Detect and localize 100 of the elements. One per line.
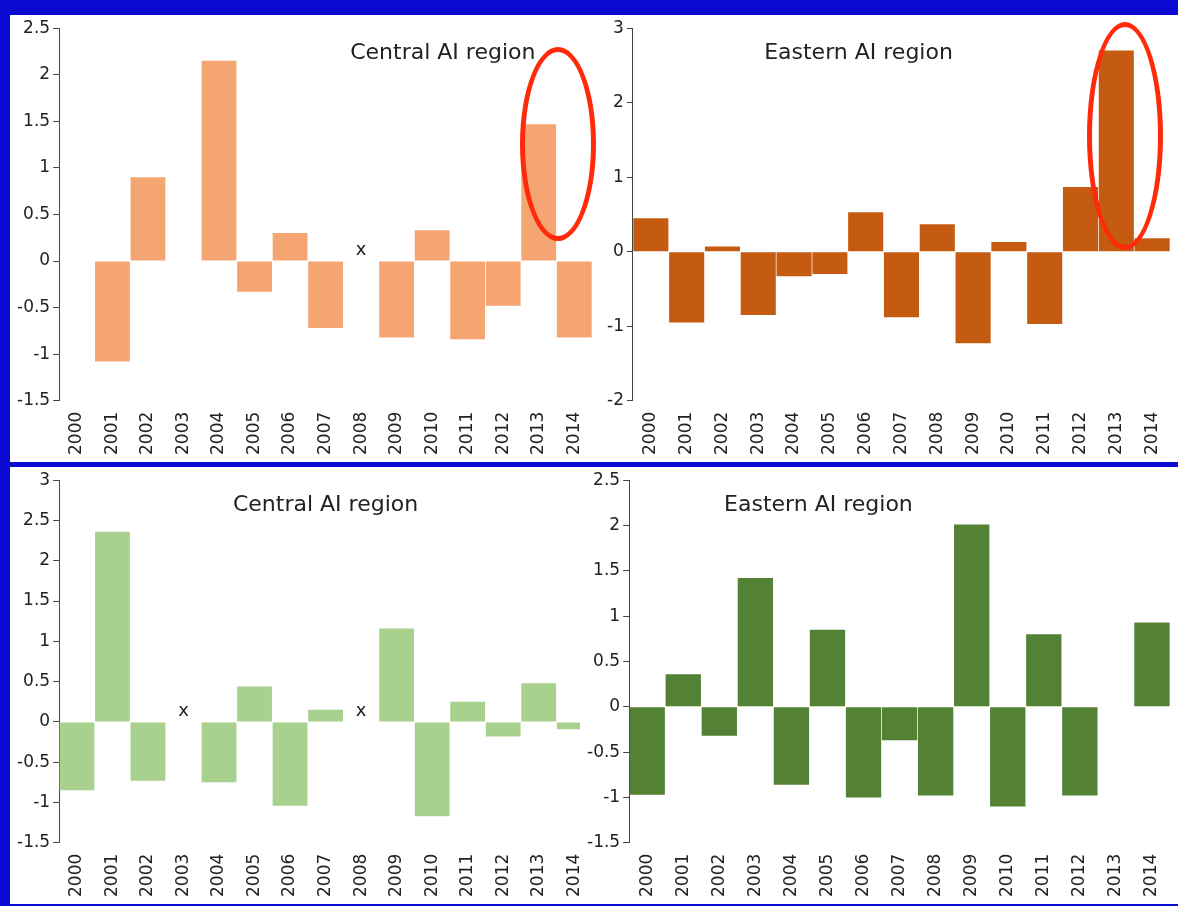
y-tick-label: -1 xyxy=(607,314,624,335)
bar xyxy=(883,252,920,318)
x-tick-label: 2011 xyxy=(1032,853,1053,897)
bar xyxy=(521,683,557,722)
bar xyxy=(485,722,521,737)
x-tick-label: 2009 xyxy=(961,411,982,455)
bar xyxy=(379,261,415,338)
bar xyxy=(954,524,990,707)
x-tick-label: 2013 xyxy=(527,853,548,897)
y-tick-label: 1 xyxy=(613,165,624,186)
bar xyxy=(773,707,810,785)
y-tick-label: 2.5 xyxy=(593,468,621,489)
x-tick-label: 2013 xyxy=(527,411,548,455)
y-tick-label: 0.5 xyxy=(593,649,621,670)
bar xyxy=(414,230,450,261)
bar xyxy=(701,707,737,736)
x-tick-label: 2006 xyxy=(278,853,299,897)
bar xyxy=(919,224,955,252)
y-tick-label: 1 xyxy=(609,604,621,625)
bar xyxy=(556,261,592,338)
x-tick-label: 2004 xyxy=(207,411,228,455)
x-tick-label: 2009 xyxy=(385,411,406,455)
y-tick-label: 0 xyxy=(39,710,51,731)
x-tick-label: 2003 xyxy=(743,853,764,897)
y-tick-label: 1.5 xyxy=(23,109,51,130)
y-tick-label: -1.5 xyxy=(587,831,621,852)
bar xyxy=(379,628,415,722)
x-tick-label: 2008 xyxy=(924,853,945,897)
bar xyxy=(237,261,272,292)
y-tick-label: 0 xyxy=(609,695,621,716)
x-tick-label: 2003 xyxy=(171,853,192,897)
x-tick-label: 2002 xyxy=(710,411,731,455)
x-tick-label: 2003 xyxy=(746,411,767,455)
y-tick-label: 2.5 xyxy=(23,508,51,529)
bar xyxy=(308,709,343,722)
x-tick-label: 2013 xyxy=(1104,853,1125,897)
text: Central AI region xyxy=(350,38,536,64)
x-tick-label: 2012 xyxy=(1068,853,1089,897)
x-tick-label: 2006 xyxy=(278,411,299,455)
bar xyxy=(629,707,665,795)
x-tick-label: 2013 xyxy=(1104,411,1125,455)
x-tick-label: 2014 xyxy=(562,853,583,897)
x-tick-label: 2004 xyxy=(779,853,800,897)
y-tick-label: 3 xyxy=(613,16,624,37)
y-tick-label: 2.5 xyxy=(23,16,51,37)
x-tick-label: 2007 xyxy=(888,853,909,897)
bar xyxy=(272,233,308,261)
bar xyxy=(848,212,884,252)
x-tick-label: 2005 xyxy=(242,853,263,897)
x-tick-label: 2001 xyxy=(675,411,696,455)
bar xyxy=(737,578,774,707)
y-tick-label: -1 xyxy=(603,785,621,806)
x-tick-label: 2000 xyxy=(639,411,660,455)
x-tick-label: 2002 xyxy=(707,853,728,897)
y-tick-label: 0.5 xyxy=(23,670,51,691)
bar xyxy=(95,261,130,362)
bar xyxy=(955,252,991,344)
bar xyxy=(633,218,669,252)
x-tick-label: 2001 xyxy=(100,411,121,455)
bar xyxy=(1027,252,1063,324)
x-tick-label: 2006 xyxy=(851,853,872,897)
x-tick-label: 2010 xyxy=(996,853,1017,897)
y-tick-label: 0 xyxy=(613,240,624,261)
y-tick-label: 2 xyxy=(609,513,621,534)
x-tick-label: 2002 xyxy=(136,411,157,455)
y-tick-label: -0.5 xyxy=(587,740,621,761)
bar xyxy=(1026,634,1062,707)
x-tick-label: 2004 xyxy=(782,411,803,455)
y-tick-label: -2 xyxy=(607,389,624,410)
x-tick-label: 2014 xyxy=(562,411,583,455)
y-tick-label: 2 xyxy=(613,91,624,112)
annotation: x xyxy=(355,698,367,720)
y-tick-label: -0.5 xyxy=(17,296,51,317)
x-tick-label: 2011 xyxy=(1033,411,1054,455)
x-tick-label: 2000 xyxy=(635,853,656,897)
bar xyxy=(665,674,701,707)
bar xyxy=(669,252,705,323)
y-tick-label: 3 xyxy=(39,468,51,489)
x-tick-label: 2005 xyxy=(818,411,839,455)
bar xyxy=(59,722,95,791)
y-tick-label: 2 xyxy=(39,549,51,570)
annotation: x xyxy=(178,698,190,720)
x-tick-label: 2012 xyxy=(491,853,512,897)
x-tick-label: 2006 xyxy=(854,411,875,455)
x-tick-label: 2002 xyxy=(136,853,157,897)
bar xyxy=(308,261,343,329)
x-tick-label: 2003 xyxy=(171,411,192,455)
y-tick-label: -0.5 xyxy=(17,750,51,771)
x-tick-label: 2014 xyxy=(1140,411,1161,455)
y-tick-label: 2 xyxy=(39,63,51,84)
text: Eastern AI region xyxy=(764,38,953,64)
bar xyxy=(1062,707,1098,796)
x-tick-label: 2004 xyxy=(207,853,228,897)
bar xyxy=(201,722,237,783)
bar xyxy=(95,531,130,722)
bar xyxy=(130,177,166,261)
x-tick-label: 2008 xyxy=(349,411,370,455)
bar xyxy=(990,707,1026,807)
x-tick-label: 2000 xyxy=(65,411,86,455)
bar xyxy=(414,722,450,817)
